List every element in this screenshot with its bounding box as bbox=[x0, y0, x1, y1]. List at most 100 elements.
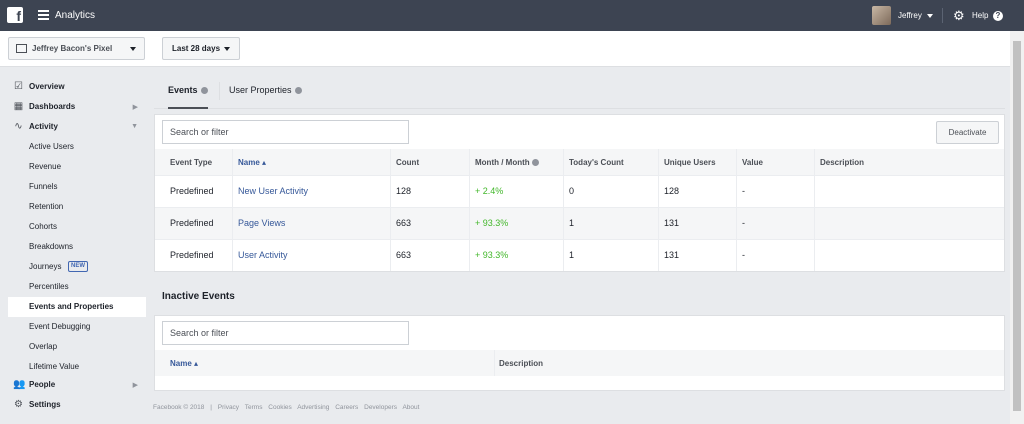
footer: Facebook © 2018 | Privacy Terms Cookies … bbox=[153, 404, 423, 411]
sidebar-item-label: Active Users bbox=[29, 142, 74, 151]
tab-label: User Properties bbox=[229, 85, 292, 95]
tab-label: Events bbox=[168, 85, 198, 95]
info-icon[interactable] bbox=[531, 159, 539, 166]
events-search-input[interactable]: Search or filter bbox=[162, 120, 409, 144]
sidebar-item-activity[interactable]: ∿ Activity ▼ bbox=[8, 117, 146, 137]
user-menu-chevron-down-icon[interactable] bbox=[927, 14, 933, 18]
column-divider bbox=[658, 149, 659, 271]
sidebar-item-lifetime-value[interactable]: Lifetime Value bbox=[8, 357, 146, 377]
app-title: Analytics bbox=[55, 10, 96, 21]
sidebar-item-label: Journeys bbox=[29, 262, 62, 271]
sidebar-item-label: Retention bbox=[29, 202, 64, 211]
deactivate-button[interactable]: Deactivate bbox=[936, 121, 999, 144]
sidebar-item-journeys[interactable]: Journeys NEW bbox=[8, 257, 146, 277]
inactive-events-title: Inactive Events bbox=[162, 291, 235, 302]
column-divider bbox=[469, 149, 470, 271]
cell-event-type: Predefined bbox=[170, 218, 214, 228]
footer-link-cookies[interactable]: Cookies bbox=[268, 404, 292, 411]
cell-unique-users: 128 bbox=[664, 186, 680, 196]
user-name[interactable]: Jeffrey bbox=[898, 11, 922, 20]
sidebar-item-retention[interactable]: Retention bbox=[8, 197, 146, 217]
sidebar-item-settings[interactable]: ⚙ Settings bbox=[8, 395, 146, 415]
menu-icon[interactable] bbox=[38, 10, 49, 20]
new-badge: NEW bbox=[68, 261, 88, 272]
sidebar-item-percentiles[interactable]: Percentiles bbox=[8, 277, 146, 297]
inactive-search-input[interactable]: Search or filter bbox=[162, 321, 409, 345]
chevron-right-icon: ▶ bbox=[132, 104, 138, 111]
column-header-month-over-month[interactable]: Month / Month bbox=[475, 158, 539, 167]
tab-events[interactable]: Events bbox=[168, 85, 208, 109]
help-icon[interactable]: ? bbox=[993, 11, 1003, 21]
date-range-selector[interactable]: Last 28 days bbox=[162, 37, 240, 60]
sidebar-item-label: Breakdowns bbox=[29, 242, 74, 251]
pixel-selector-label: Jeffrey Bacon's Pixel bbox=[32, 44, 113, 53]
footer-separator: | bbox=[210, 404, 212, 411]
table-row[interactable]: Predefined Page Views 663 + 93.3% 1 131 … bbox=[155, 207, 1004, 239]
footer-link-about[interactable]: About bbox=[402, 404, 420, 411]
sidebar-item-events-and-properties[interactable]: Events and Properties bbox=[8, 297, 146, 317]
sidebar-item-people[interactable]: 👥 People ▶ bbox=[8, 375, 146, 395]
column-divider bbox=[814, 149, 815, 271]
column-header-count[interactable]: Count bbox=[396, 158, 420, 167]
column-header-unique-users[interactable]: Unique Users bbox=[664, 158, 716, 167]
footer-link-privacy[interactable]: Privacy bbox=[217, 404, 240, 411]
sidebar-item-revenue[interactable]: Revenue bbox=[8, 157, 146, 177]
tab-user-properties[interactable]: User Properties bbox=[229, 85, 302, 109]
facebook-logo[interactable]: f bbox=[7, 7, 23, 24]
column-header-description[interactable]: Description bbox=[820, 158, 865, 167]
top-bar: f Analytics Jeffrey ⚙ Help ? bbox=[0, 0, 1024, 31]
tab-bar: Events User Properties bbox=[154, 77, 1005, 109]
sidebar-item-funnels[interactable]: Funnels bbox=[8, 177, 146, 197]
cell-value: - bbox=[742, 186, 745, 196]
avatar[interactable] bbox=[872, 6, 891, 25]
sidebar-item-dashboards[interactable]: ▦ Dashboards ▶ bbox=[8, 97, 146, 117]
sidebar-item-overview[interactable]: ☑ Overview bbox=[8, 77, 146, 97]
sidebar-item-label: Dashboards bbox=[29, 102, 76, 111]
column-header-value[interactable]: Value bbox=[742, 158, 763, 167]
table-row[interactable]: Predefined New User Activity 128 + 2.4% … bbox=[155, 175, 1004, 207]
column-header-name[interactable]: Name ▴ bbox=[238, 158, 266, 167]
tab-divider bbox=[219, 82, 220, 100]
gear-icon[interactable]: ⚙ bbox=[953, 8, 965, 23]
inactive-table-header: Name ▴ Description bbox=[155, 350, 1004, 376]
footer-link-developers[interactable]: Developers bbox=[364, 404, 398, 411]
chevron-down-icon bbox=[224, 47, 230, 51]
overview-icon: ☑ bbox=[14, 81, 23, 92]
column-header-description[interactable]: Description bbox=[499, 359, 544, 368]
pixel-selector[interactable]: Jeffrey Bacon's Pixel bbox=[8, 37, 145, 60]
column-header-label: Name bbox=[238, 158, 260, 167]
event-name-link[interactable]: New User Activity bbox=[238, 186, 309, 196]
cell-month-over-month: + 2.4% bbox=[475, 186, 504, 196]
copyright-text: Facebook © 2018 bbox=[153, 404, 205, 411]
sidebar-item-label: Lifetime Value bbox=[29, 362, 80, 371]
footer-link-terms[interactable]: Terms bbox=[244, 404, 263, 411]
column-header-event-type[interactable]: Event Type bbox=[170, 158, 213, 167]
event-name-link[interactable]: Page Views bbox=[238, 218, 286, 228]
event-name-link[interactable]: User Activity bbox=[238, 250, 288, 260]
sidebar-item-active-users[interactable]: Active Users bbox=[8, 137, 146, 157]
help-link[interactable]: Help bbox=[972, 11, 989, 20]
column-header-name[interactable]: Name ▴ bbox=[170, 359, 198, 368]
sidebar-item-breakdowns[interactable]: Breakdowns bbox=[8, 237, 146, 257]
sidebar-item-label: Event Debugging bbox=[29, 322, 91, 331]
footer-link-advertising[interactable]: Advertising bbox=[297, 404, 330, 411]
cell-unique-users: 131 bbox=[664, 218, 680, 228]
settings-icon: ⚙ bbox=[14, 399, 23, 410]
sidebar-item-cohorts[interactable]: Cohorts bbox=[8, 217, 146, 237]
sidebar-item-overlap[interactable]: Overlap bbox=[8, 337, 146, 357]
info-icon[interactable] bbox=[294, 87, 302, 94]
divider bbox=[942, 8, 943, 23]
info-icon[interactable] bbox=[200, 87, 208, 94]
page-scrollbar[interactable] bbox=[1010, 31, 1024, 424]
sidebar-item-label: Cohorts bbox=[29, 222, 58, 231]
cell-todays-count: 0 bbox=[569, 186, 575, 196]
footer-link-careers[interactable]: Careers bbox=[335, 404, 359, 411]
chevron-right-icon: ▶ bbox=[132, 382, 138, 389]
activity-icon: ∿ bbox=[14, 121, 23, 132]
events-table-header: Event Type Name ▴ Count Month / Month To… bbox=[155, 149, 1004, 175]
pixel-icon bbox=[16, 44, 27, 53]
scrollbar-thumb[interactable] bbox=[1013, 41, 1021, 411]
sidebar-item-event-debugging[interactable]: Event Debugging bbox=[8, 317, 146, 337]
table-row[interactable]: Predefined User Activity 663 + 93.3% 1 1… bbox=[155, 239, 1004, 271]
column-header-todays-count[interactable]: Today's Count bbox=[569, 158, 624, 167]
